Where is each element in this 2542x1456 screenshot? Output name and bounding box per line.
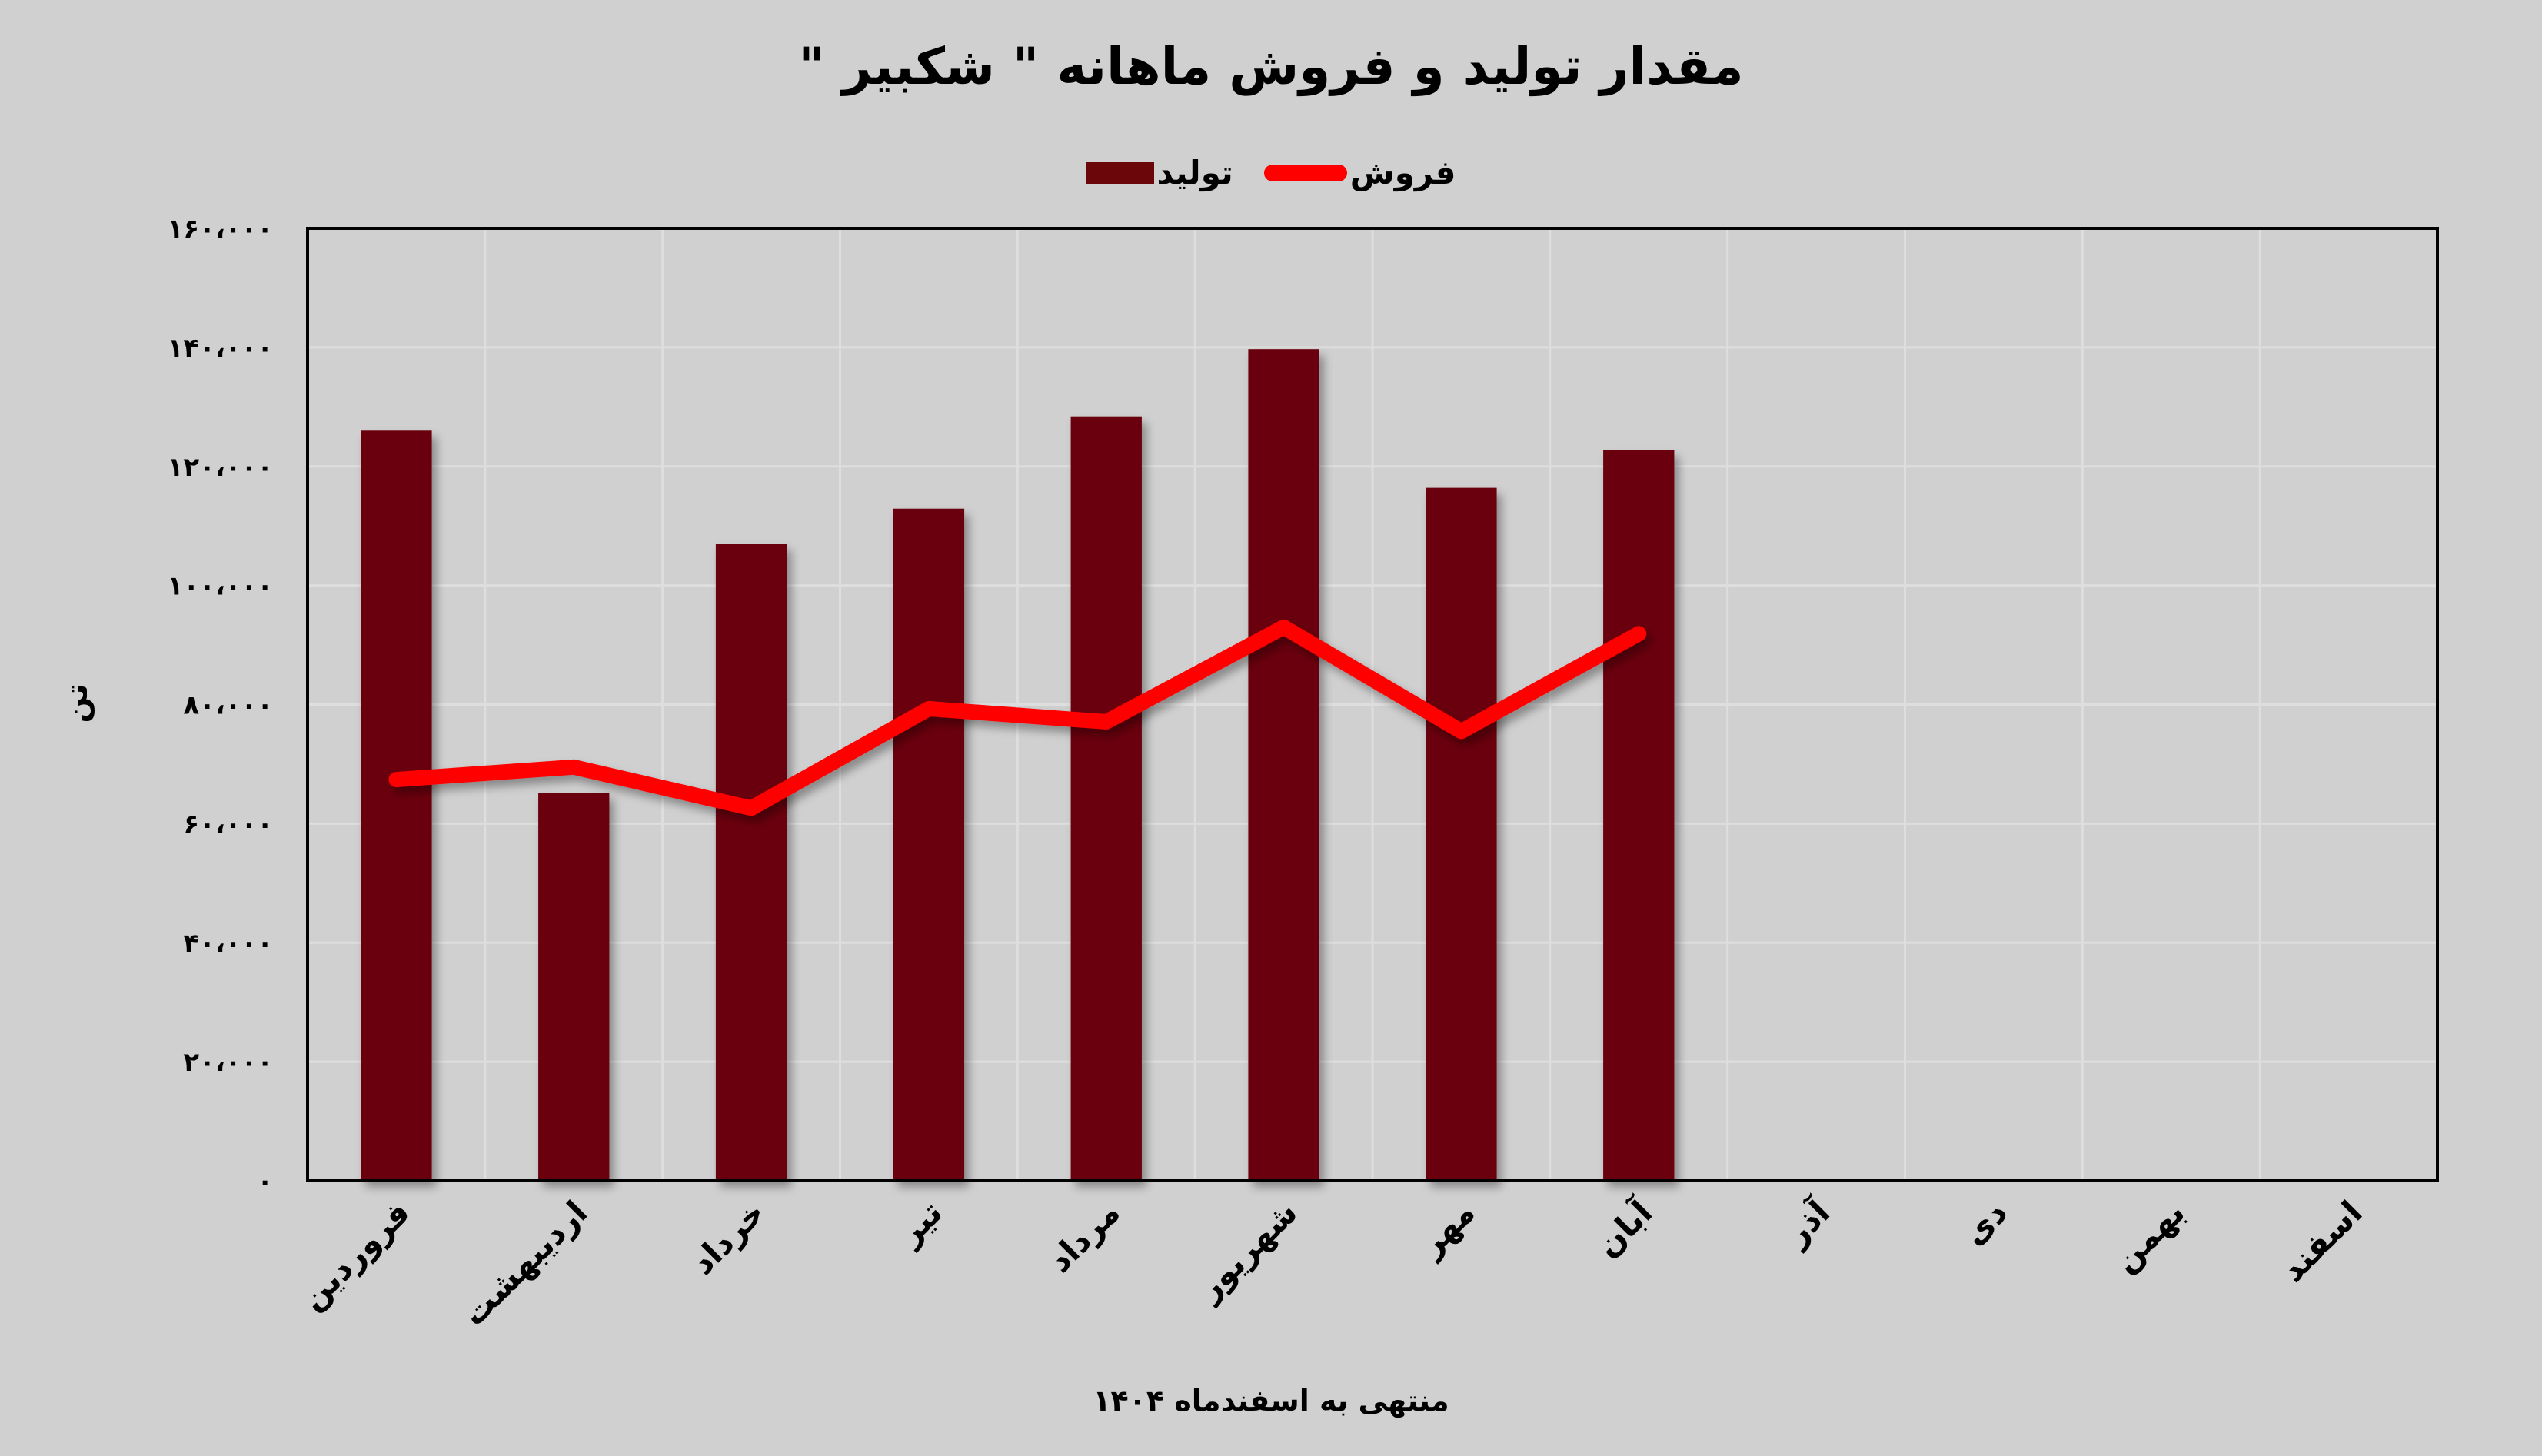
bar [1248, 349, 1319, 1181]
y-tick-label: ۰ [257, 1166, 273, 1197]
y-tick-label: ۲۰،۰۰۰ [183, 1047, 273, 1078]
bar [893, 508, 965, 1181]
bar [538, 793, 610, 1181]
y-tick-label: ۶۰،۰۰۰ [183, 809, 273, 839]
x-tick-label: دی [1955, 1193, 2015, 1252]
production-bars [361, 349, 1675, 1181]
x-tick-label: اسفند [2274, 1193, 2370, 1289]
x-tick-label: آبان [1588, 1192, 1660, 1265]
chart-title: مقدار تولید و فروش ماهانه " شکبیر " [798, 37, 1744, 96]
legend-item-production: تولید [1086, 154, 1233, 191]
gridlines [308, 227, 2437, 1182]
plot-border [306, 227, 2439, 1182]
legend-item-sales: فروش [1263, 154, 1456, 191]
y-tick-label: ۱۰۰،۰۰۰ [168, 571, 273, 602]
legend-bar-swatch-icon [1086, 161, 1154, 184]
x-axis-ticks: فروردین اردیبهشت خرداد تیر مرداد شهریور مهر آبا… [293, 1192, 2369, 1334]
legend-label-production: تولید [1156, 154, 1233, 191]
x-tick-label: شهریور [1189, 1193, 1305, 1309]
x-tick-label: مهر [1411, 1193, 1482, 1265]
x-tick-label: اردیبهشت [455, 1193, 595, 1333]
legend-line-swatch-icon [1263, 164, 1347, 181]
bar [361, 430, 432, 1181]
x-tick-label: فروردین [293, 1193, 418, 1318]
bar [1070, 416, 1142, 1181]
x-tick-label: خرداد [684, 1193, 773, 1282]
bar [1603, 450, 1675, 1181]
y-tick-label: ۱۴۰،۰۰۰ [168, 333, 273, 364]
y-tick-label: ۸۰،۰۰۰ [183, 690, 273, 721]
x-tick-label: مرداد [1041, 1193, 1128, 1280]
x-axis-title: منتهی به اسفندماه ۱۴۰۴ [1093, 1384, 1449, 1418]
legend: فروش تولید [0, 154, 2542, 191]
bar [1426, 487, 1497, 1181]
y-tick-label: ۱۲۰،۰۰۰ [168, 452, 273, 483]
bar [715, 544, 787, 1181]
y-tick-label: ۱۶۰،۰۰۰ [168, 214, 273, 244]
y-axis-ticks: ۰ ۲۰،۰۰۰ ۴۰،۰۰۰ ۶۰،۰۰۰ ۸۰،۰۰۰ ۱۰۰،۰۰۰ ۱۲۰،۰۰۰ ۱… [168, 214, 273, 1197]
sales-polyline [388, 619, 1647, 816]
x-tick-label: تیر [890, 1193, 950, 1254]
x-tick-label: بهمن [2106, 1193, 2193, 1280]
y-tick-label: ۴۰،۰۰۰ [183, 928, 273, 959]
legend-label-sales: فروش [1349, 154, 1456, 191]
x-tick-label: آذر [1776, 1192, 1838, 1254]
sales-line [388, 619, 1647, 816]
